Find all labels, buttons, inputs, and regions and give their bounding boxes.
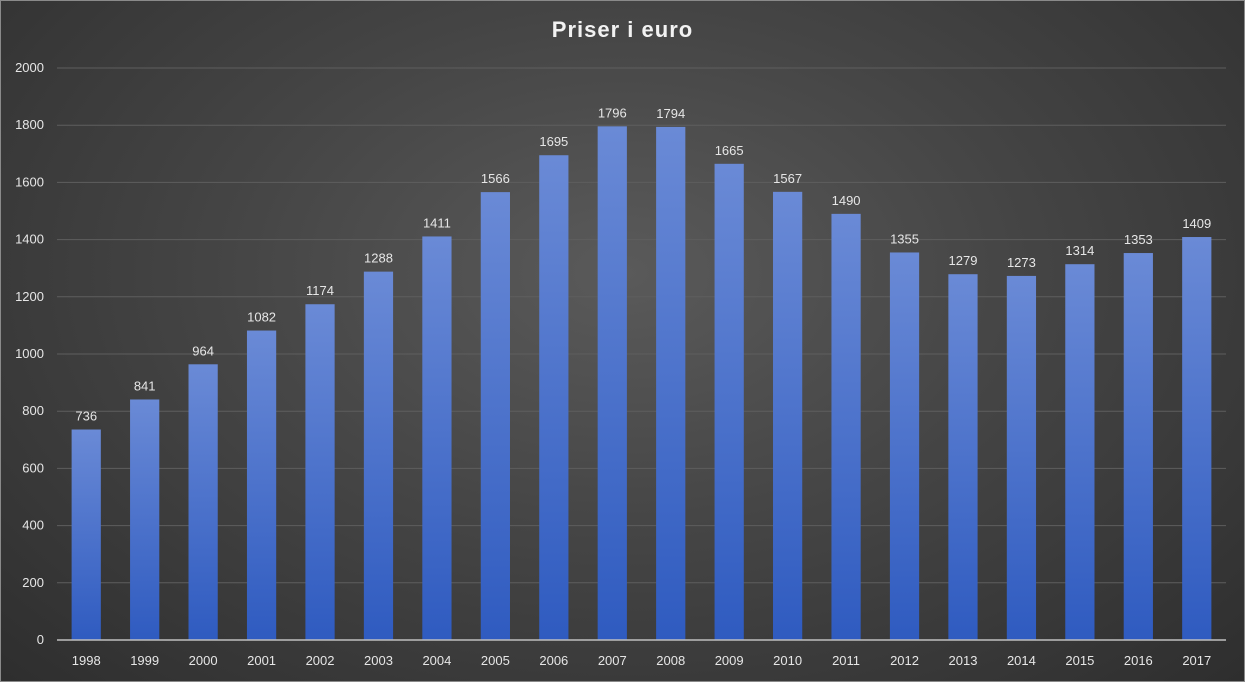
x-tick-label: 2004	[422, 653, 451, 668]
bar	[188, 364, 218, 640]
bar	[1123, 253, 1153, 641]
y-tick-label: 400	[22, 518, 44, 533]
bar	[480, 192, 510, 640]
data-label: 1566	[481, 171, 510, 186]
y-tick-label: 200	[22, 575, 44, 590]
x-tick-label: 2012	[890, 653, 919, 668]
data-label: 1490	[832, 193, 861, 208]
data-label: 1288	[364, 251, 393, 266]
bar	[831, 213, 861, 641]
x-tick-label: 2008	[656, 653, 685, 668]
x-tick-label: 2014	[1007, 653, 1036, 668]
data-label: 1695	[539, 134, 568, 149]
chart-title: Priser i euro	[551, 17, 694, 42]
gridlines	[57, 67, 1226, 584]
data-label: 841	[134, 378, 156, 393]
x-tick-label: 2000	[189, 653, 218, 668]
labels: 0 200 400 600 800 1000 1200 1400 1600 1800 2000 736…	[15, 60, 1211, 668]
x-tick-label: 1998	[72, 653, 101, 668]
data-label: 1794	[656, 106, 685, 121]
bar	[656, 126, 686, 640]
data-label: 1314	[1065, 243, 1094, 258]
bar	[1182, 237, 1212, 640]
y-tick-label: 600	[22, 460, 44, 475]
data-label: 1174	[306, 283, 334, 298]
x-tick-label: 2007	[598, 653, 627, 668]
x-tick-label: 2017	[1182, 653, 1211, 668]
data-label: 736	[75, 409, 97, 424]
bar	[889, 252, 920, 640]
x-tick-label: 2009	[715, 653, 744, 668]
bar	[948, 274, 978, 640]
bar	[1065, 264, 1095, 640]
x-tick-label: 2001	[247, 653, 276, 668]
bar	[1006, 275, 1037, 640]
data-label: 964	[192, 343, 214, 358]
bar	[130, 399, 160, 640]
y-tick-label: 0	[37, 632, 44, 647]
bar	[539, 155, 569, 641]
data-label: 1665	[715, 143, 744, 158]
y-tick-label: 1400	[15, 232, 44, 247]
y-tick-label: 1800	[15, 117, 44, 132]
data-label: 1279	[949, 253, 978, 268]
x-tick-label: 2003	[364, 653, 393, 668]
bar	[71, 429, 101, 640]
bar	[422, 236, 452, 641]
x-tick-label: 2016	[1124, 653, 1153, 668]
y-tick-label: 2000	[15, 60, 44, 75]
bars	[71, 126, 1212, 641]
data-label: 1353	[1124, 232, 1153, 247]
y-tick-label: 1600	[15, 174, 44, 189]
bar	[597, 126, 627, 641]
x-tick-label: 2002	[306, 653, 335, 668]
data-label: 1796	[598, 105, 627, 120]
bar	[246, 330, 277, 640]
x-tick-label: 2005	[481, 653, 510, 668]
y-tick-label: 1200	[15, 289, 44, 304]
y-tick-label: 800	[22, 403, 44, 418]
bar	[714, 163, 744, 640]
x-tick-label: 2011	[832, 653, 860, 668]
x-tick-label: 2015	[1065, 653, 1094, 668]
bar	[773, 191, 803, 640]
data-label: 1567	[773, 171, 802, 186]
x-tick-label: 2013	[949, 653, 978, 668]
bar	[305, 304, 335, 640]
x-tick-label: 2010	[773, 653, 802, 668]
x-tick-label: 1999	[130, 653, 159, 668]
data-label: 1273	[1007, 255, 1036, 270]
data-label: 1082	[247, 310, 276, 325]
bar	[363, 271, 394, 640]
data-label: 1411	[423, 215, 451, 230]
data-label: 1409	[1182, 216, 1211, 231]
x-tick-label: 2006	[539, 653, 568, 668]
y-tick-label: 1000	[15, 346, 44, 361]
data-label: 1355	[890, 231, 919, 246]
